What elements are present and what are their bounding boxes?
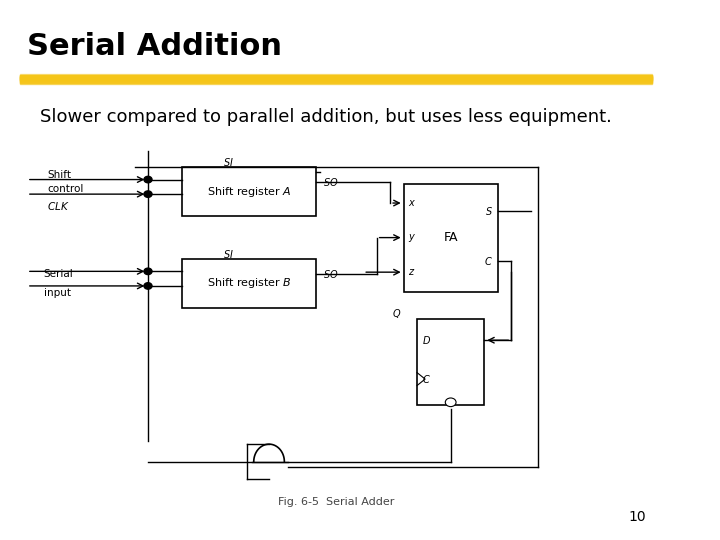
- Bar: [417, 319, 485, 405]
- Text: $C$: $C$: [485, 255, 493, 267]
- Text: $x$: $x$: [408, 198, 416, 208]
- Text: $SO$: $SO$: [323, 176, 338, 188]
- Circle shape: [144, 176, 152, 183]
- Text: $C$: $C$: [422, 373, 431, 385]
- Text: $SO$: $SO$: [323, 268, 338, 280]
- Text: 10: 10: [628, 510, 646, 524]
- Text: $y$: $y$: [408, 232, 416, 244]
- Text: Slower compared to parallel addition, but uses less equipment.: Slower compared to parallel addition, bu…: [40, 108, 612, 126]
- Text: $CLK$: $CLK$: [47, 200, 70, 212]
- Text: Shift: Shift: [47, 170, 71, 180]
- Text: Serial: Serial: [44, 269, 73, 279]
- Bar: [181, 259, 316, 308]
- Text: Shift register $B$: Shift register $B$: [207, 276, 291, 291]
- Text: $SI$: $SI$: [223, 156, 234, 168]
- Bar: [404, 184, 498, 292]
- Text: FA: FA: [444, 231, 458, 244]
- Text: $z$: $z$: [408, 267, 415, 277]
- Text: input: input: [44, 288, 71, 298]
- Bar: [181, 167, 316, 216]
- Text: $S$: $S$: [485, 205, 493, 217]
- Text: Serial Addition: Serial Addition: [27, 32, 282, 62]
- Circle shape: [144, 191, 152, 197]
- Text: $Q$: $Q$: [392, 307, 402, 320]
- Circle shape: [144, 268, 152, 275]
- Text: Fig. 6-5  Serial Adder: Fig. 6-5 Serial Adder: [278, 497, 395, 507]
- Text: control: control: [47, 184, 84, 194]
- Text: Shift register $A$: Shift register $A$: [207, 185, 291, 199]
- Text: $SI$: $SI$: [223, 248, 234, 260]
- Circle shape: [445, 398, 456, 407]
- Circle shape: [144, 283, 152, 289]
- Text: $D$: $D$: [422, 334, 431, 346]
